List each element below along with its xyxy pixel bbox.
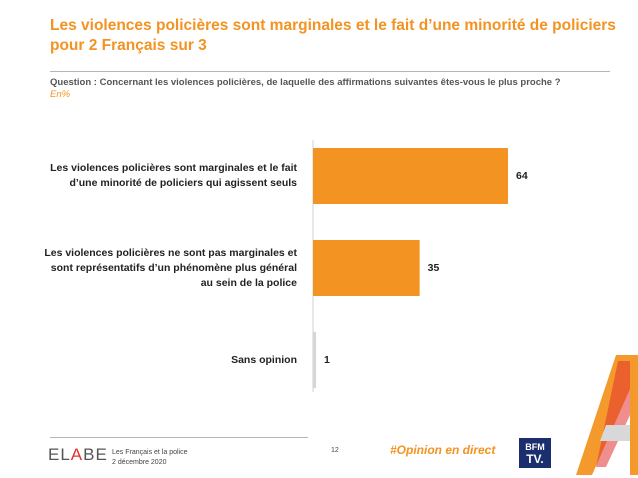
value-label-1: 64: [516, 170, 528, 182]
bar-2: [313, 240, 420, 296]
page-number: 12: [331, 447, 339, 454]
bar-3: [313, 332, 317, 388]
elabe-logo: ELABE: [48, 445, 108, 465]
hashtag-text: #Opinion en direct: [390, 443, 496, 457]
footer-divider: [50, 437, 308, 438]
elabe-logo-left: EL: [48, 445, 71, 464]
decorative-a-shape: [576, 355, 638, 475]
bfm-tv-logo: BFM TV.: [519, 438, 551, 468]
footer-study: Les Français et la police: [112, 449, 188, 456]
footer-date: 2 décembre 2020: [112, 459, 167, 466]
category-label-1: Les violences policières sont marginales…: [50, 162, 297, 189]
bfm-logo-top: BFM: [525, 442, 545, 452]
category-label-2: Les violences policières ne sont pas mar…: [44, 246, 297, 289]
unit-label: En%: [50, 89, 71, 100]
category-label-3: Sans opinion: [231, 353, 297, 366]
title-divider: [50, 71, 610, 72]
question-text: Question : Concernant les violences poli…: [50, 77, 561, 88]
value-label-2: 35: [427, 262, 440, 274]
bar-1: [313, 148, 508, 204]
elabe-logo-right: BE: [83, 445, 108, 464]
value-label-3: 1: [324, 354, 330, 366]
page-title: Les violences policières sont marginales…: [50, 17, 616, 54]
bfm-logo-bottom: TV.: [526, 452, 544, 466]
elabe-logo-accent: A: [70, 445, 84, 464]
